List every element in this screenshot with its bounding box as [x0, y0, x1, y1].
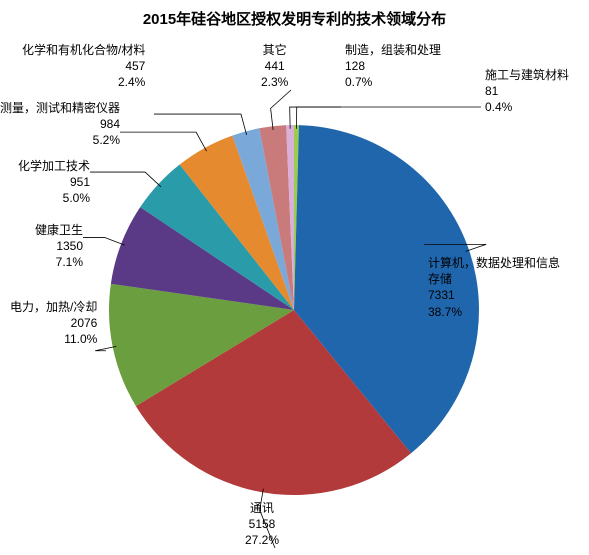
slice-label: 施工与建筑材料810.4% [485, 67, 569, 116]
leader-line [120, 132, 207, 151]
leader-line [83, 237, 125, 245]
slice-label: 化学加工技术9515.0% [18, 158, 90, 207]
slice-label: 计算机，数据处理和信息存储733138.7% [428, 255, 560, 320]
leader-line [271, 90, 291, 130]
slice-label: 制造，组装和处理1280.7% [345, 42, 441, 91]
leader-line [90, 172, 161, 187]
pie-chart-container: 2015年硅谷地区授权发明专利的技术领域分布 施工与建筑材料810.4%计算机，… [0, 0, 589, 555]
slice-label: 电力，加热/冷却207611.0% [10, 299, 97, 348]
leader-line [296, 107, 481, 129]
slice-label: 通讯515827.2% [245, 500, 279, 549]
slice-label: 其它4412.3% [261, 42, 288, 91]
slice-label: 健康卫生13507.1% [35, 222, 83, 271]
slice-label: 测量，测试和精密仪器9845.2% [0, 100, 120, 149]
slice-label: 化学和有机化合物/材料4572.4% [22, 42, 145, 91]
